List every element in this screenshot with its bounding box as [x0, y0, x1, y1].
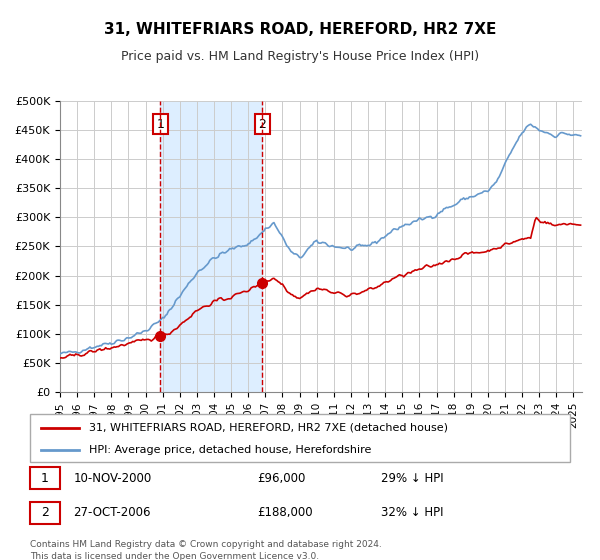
FancyBboxPatch shape [30, 414, 570, 462]
Bar [160, 101, 262, 392]
Text: Price paid vs. HM Land Registry's House Price Index (HPI): Price paid vs. HM Land Registry's House … [121, 50, 479, 63]
Text: 1: 1 [157, 118, 164, 130]
Text: 31, WHITEFRIARS ROAD, HEREFORD, HR2 7XE (detached house): 31, WHITEFRIARS ROAD, HEREFORD, HR2 7XE … [89, 423, 448, 433]
Text: 2: 2 [259, 118, 266, 130]
Text: HPI: Average price, detached house, Herefordshire: HPI: Average price, detached house, Here… [89, 445, 372, 455]
Text: 10-NOV-2000: 10-NOV-2000 [73, 472, 151, 485]
Text: 2: 2 [41, 506, 49, 519]
Text: 29% ↓ HPI: 29% ↓ HPI [381, 472, 443, 485]
FancyBboxPatch shape [30, 502, 60, 524]
Text: Contains HM Land Registry data © Crown copyright and database right 2024.: Contains HM Land Registry data © Crown c… [30, 540, 382, 549]
Text: 27-OCT-2006: 27-OCT-2006 [73, 506, 151, 519]
Text: £188,000: £188,000 [257, 506, 313, 519]
Text: This data is licensed under the Open Government Licence v3.0.: This data is licensed under the Open Gov… [30, 552, 319, 560]
Text: £96,000: £96,000 [257, 472, 305, 485]
Text: 1: 1 [41, 472, 49, 485]
FancyBboxPatch shape [30, 467, 60, 489]
Text: 31, WHITEFRIARS ROAD, HEREFORD, HR2 7XE: 31, WHITEFRIARS ROAD, HEREFORD, HR2 7XE [104, 22, 496, 38]
Text: 32% ↓ HPI: 32% ↓ HPI [381, 506, 443, 519]
